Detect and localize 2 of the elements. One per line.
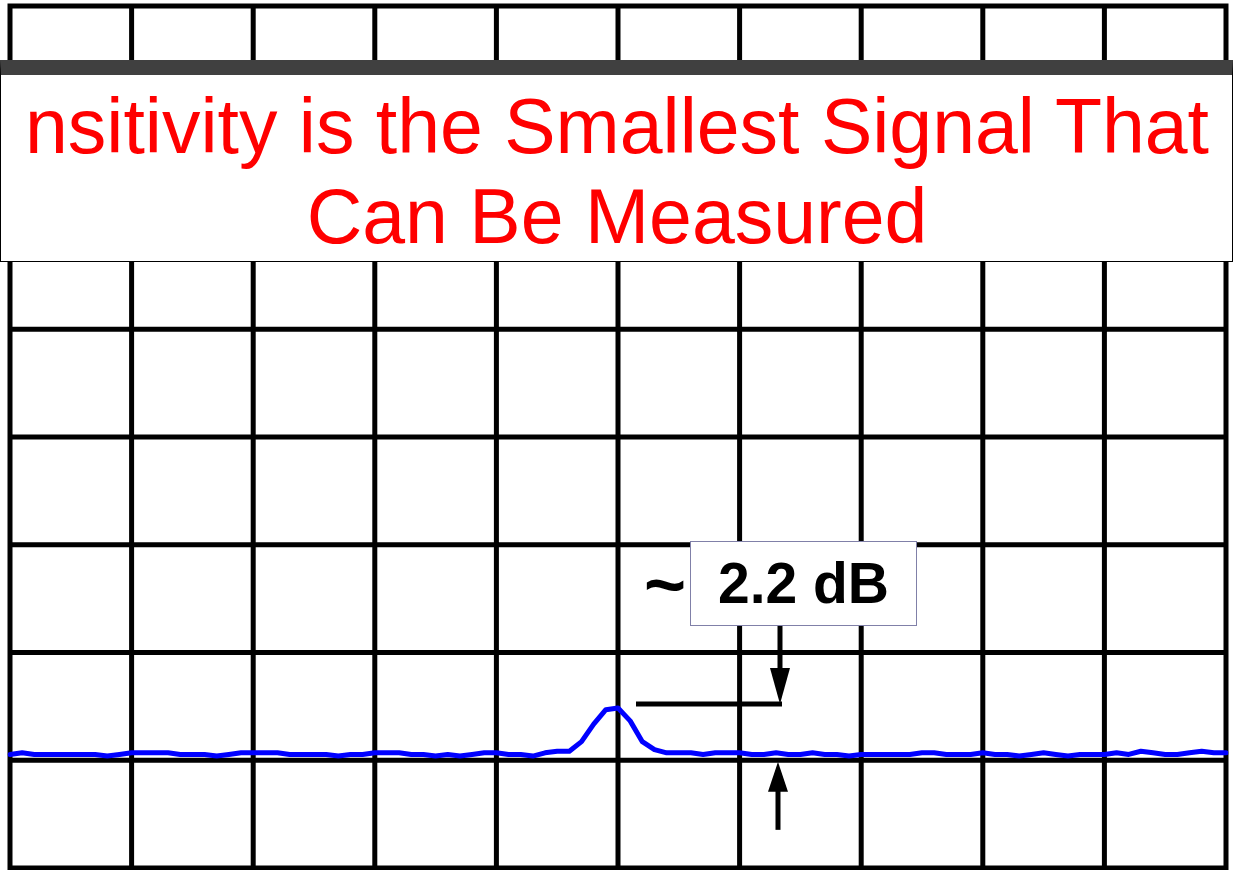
text: ~ 2.2 dB	[643, 542, 891, 626]
chart-title: nsitivity is the Smallest Signal That Can Be Measured	[0, 60, 1233, 262]
